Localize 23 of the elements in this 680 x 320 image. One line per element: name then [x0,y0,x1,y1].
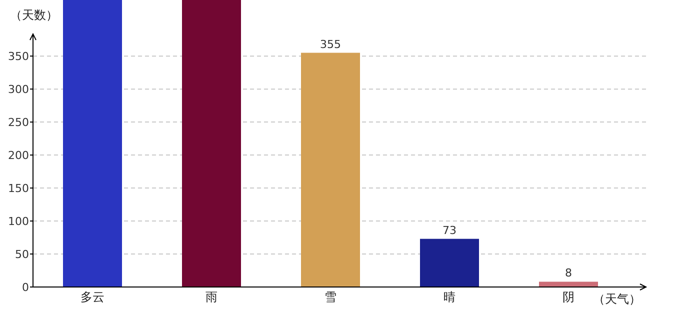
y-tick-label: 200 [8,149,29,162]
data-label: 355 [320,38,341,51]
x-tick-label: 多云 [80,290,104,304]
y-tick-label: 250 [8,116,29,130]
data-label: 8 [565,266,572,280]
bar [182,0,241,287]
y-tick-label: 50 [15,248,29,262]
bar [301,52,360,287]
x-axis-title: （天气） [593,292,641,306]
y-tick-label: 300 [8,83,29,96]
y-tick-label: 100 [8,215,29,228]
data-label: 73 [442,224,456,237]
x-tick-label: 雪 [324,290,336,304]
y-axis-title: （天数） [10,8,58,22]
x-tick-label: 阴 [562,290,574,304]
y-tick-label: 150 [8,182,29,196]
y-tick-label: 0 [22,281,29,294]
x-tick-label: 雨 [206,290,218,304]
bar [539,282,598,287]
y-tick-label: 350 [8,50,29,64]
bar [420,238,479,287]
x-tick-label: 晴 [444,290,456,304]
bar [63,0,122,287]
